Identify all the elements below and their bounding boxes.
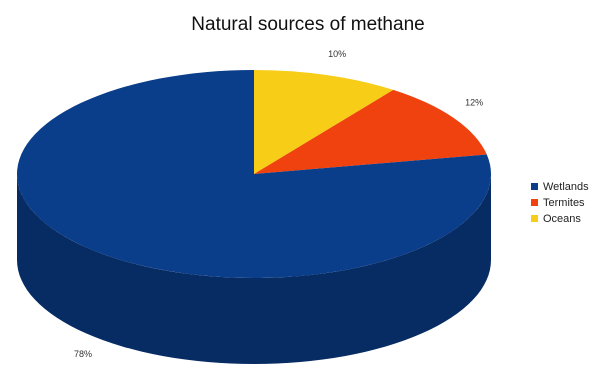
- data-label-wetlands: 78%: [74, 349, 92, 359]
- pie-slice-oceans: [254, 70, 394, 174]
- chart-title: Natural sources of methane: [191, 14, 425, 35]
- legend-item-oceans: Oceans: [531, 211, 589, 227]
- pie-side-wetlands: [17, 174, 491, 364]
- legend: Wetlands Termites Oceans: [531, 179, 589, 227]
- data-label-termites: 12%: [465, 98, 483, 108]
- legend-swatch-wetlands: [531, 182, 538, 190]
- data-label-oceans: 10%: [328, 49, 346, 59]
- legend-swatch-termites: [531, 198, 538, 206]
- pie-tops: [16, 70, 491, 278]
- legend-swatch-oceans: [531, 214, 538, 222]
- legend-label-oceans: Oceans: [543, 213, 581, 225]
- pie-labels: 10% 12% 78%: [74, 49, 483, 359]
- pie-sides: [17, 174, 491, 364]
- legend-label-termites: Termites: [543, 197, 585, 209]
- legend-item-wetlands: Wetlands: [531, 179, 589, 195]
- pie-slice-wetlands: [16, 70, 491, 278]
- pie-slice-termites: [254, 89, 487, 174]
- legend-label-wetlands: Wetlands: [543, 181, 589, 193]
- legend-item-termites: Termites: [531, 195, 589, 211]
